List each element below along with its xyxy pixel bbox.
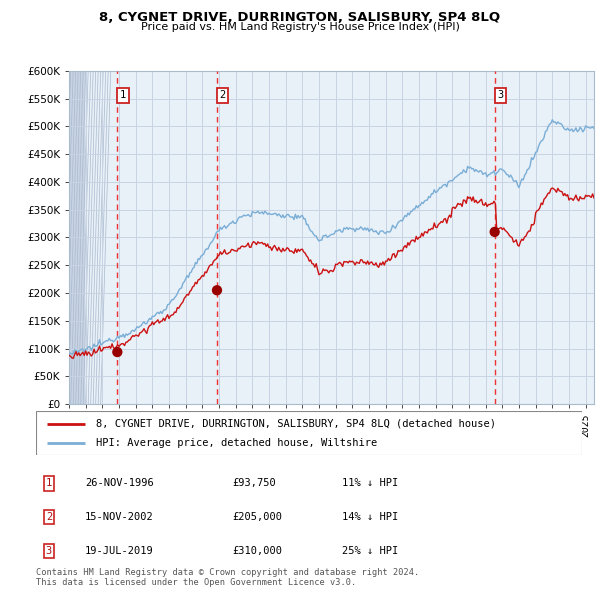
Text: 15-NOV-2002: 15-NOV-2002: [85, 512, 154, 522]
Text: £310,000: £310,000: [233, 546, 283, 556]
Text: 2: 2: [46, 512, 52, 522]
Text: 1: 1: [46, 478, 52, 488]
Text: Contains HM Land Registry data © Crown copyright and database right 2024.
This d: Contains HM Land Registry data © Crown c…: [36, 568, 419, 587]
Text: 3: 3: [46, 546, 52, 556]
Text: 19-JUL-2019: 19-JUL-2019: [85, 546, 154, 556]
Text: 26-NOV-1996: 26-NOV-1996: [85, 478, 154, 488]
Text: 2: 2: [220, 90, 226, 100]
Text: 25% ↓ HPI: 25% ↓ HPI: [342, 546, 398, 556]
Text: £93,750: £93,750: [233, 478, 277, 488]
Point: [212, 286, 222, 295]
Text: 14% ↓ HPI: 14% ↓ HPI: [342, 512, 398, 522]
Text: 1: 1: [120, 90, 126, 100]
Text: 8, CYGNET DRIVE, DURRINGTON, SALISBURY, SP4 8LQ: 8, CYGNET DRIVE, DURRINGTON, SALISBURY, …: [100, 11, 500, 24]
Text: 11% ↓ HPI: 11% ↓ HPI: [342, 478, 398, 488]
Text: 8, CYGNET DRIVE, DURRINGTON, SALISBURY, SP4 8LQ (detached house): 8, CYGNET DRIVE, DURRINGTON, SALISBURY, …: [96, 419, 496, 428]
Text: HPI: Average price, detached house, Wiltshire: HPI: Average price, detached house, Wilt…: [96, 438, 377, 448]
Point: [490, 227, 499, 237]
Point: [113, 348, 122, 357]
Text: 3: 3: [497, 90, 503, 100]
Text: £205,000: £205,000: [233, 512, 283, 522]
Text: Price paid vs. HM Land Registry's House Price Index (HPI): Price paid vs. HM Land Registry's House …: [140, 22, 460, 32]
